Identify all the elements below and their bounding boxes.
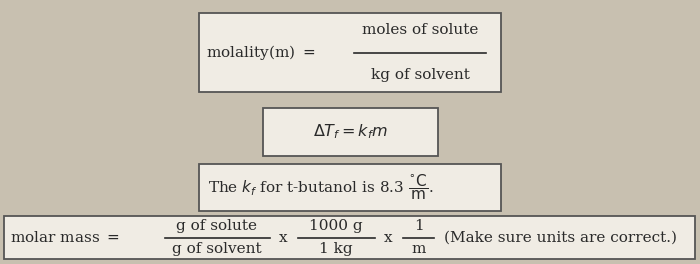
Text: (Make sure units are correct.): (Make sure units are correct.) <box>444 230 677 245</box>
Text: x: x <box>384 230 393 245</box>
Text: $\Delta T_f = k_f m$: $\Delta T_f = k_f m$ <box>312 123 388 141</box>
Text: kg of solvent: kg of solvent <box>370 68 470 82</box>
Bar <box>262 108 438 156</box>
Text: molar mass $=$: molar mass $=$ <box>10 230 120 245</box>
Text: m: m <box>412 242 426 257</box>
Text: molality(m) $=$: molality(m) $=$ <box>206 43 316 62</box>
Bar <box>4 216 695 259</box>
Text: g of solvent: g of solvent <box>172 242 262 257</box>
Bar <box>199 13 500 92</box>
Text: The $k_f$ for t-butanol is 8.3 $\dfrac{^{\circ}\mathrm{C}}{\mathrm{m}}$.: The $k_f$ for t-butanol is 8.3 $\dfrac{^… <box>208 173 433 202</box>
Text: moles of solute: moles of solute <box>362 23 478 37</box>
Bar <box>199 164 500 211</box>
Text: g of solute: g of solute <box>176 219 258 233</box>
Text: 1000 g: 1000 g <box>309 219 363 233</box>
Text: 1 kg: 1 kg <box>319 242 353 257</box>
Text: 1: 1 <box>414 219 424 233</box>
Text: x: x <box>279 230 288 245</box>
